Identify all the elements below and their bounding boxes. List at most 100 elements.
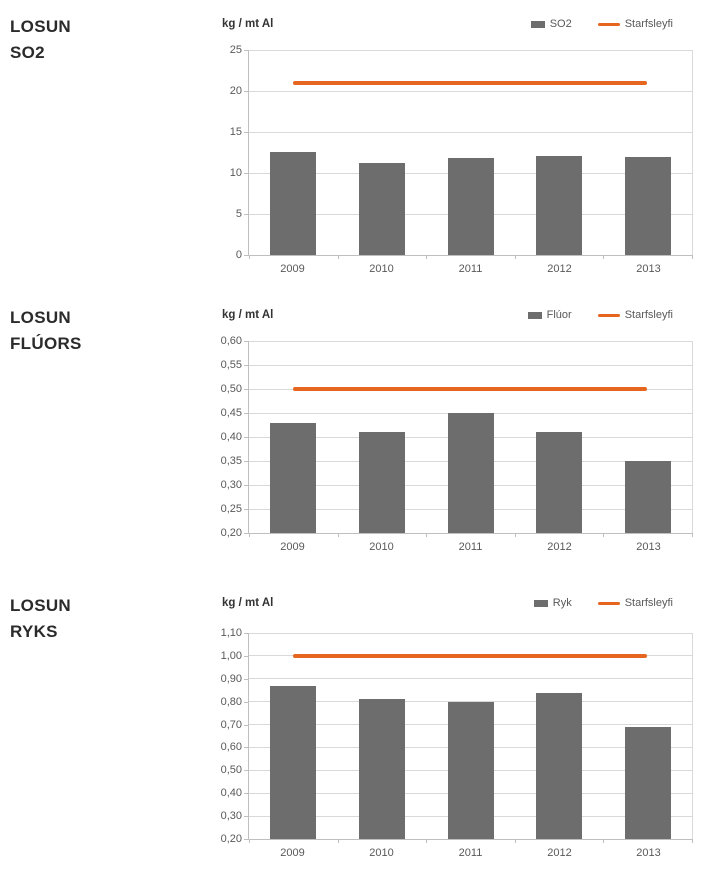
legend-item-limit-line: Starfsleyfi — [597, 309, 673, 321]
chart-header: kg / mt Al Flúor Starfsleyfi — [202, 305, 693, 325]
legend-item-limit-line: Starfsleyfi — [597, 18, 673, 30]
y-axis-tick — [244, 132, 249, 133]
bar-2012 — [536, 432, 582, 533]
chart-losun-ryks: LOSUN RYKS kg / mt Al Ryk Starfsleyfi 0,… — [10, 593, 713, 859]
bar-swatch-icon — [527, 311, 542, 319]
limit-line — [293, 654, 647, 658]
gridline — [249, 701, 692, 703]
y-tick-label: 0,90 — [220, 672, 242, 685]
legend-label: Starfsleyfi — [624, 309, 673, 321]
x-tick-label: 2010 — [369, 541, 394, 553]
x-tick-label: 2012 — [547, 541, 572, 553]
x-axis-tick — [249, 255, 250, 259]
bar-2011 — [448, 158, 494, 255]
gridline — [249, 340, 692, 342]
y-axis-tick — [244, 413, 249, 414]
y-tick-label: 0,55 — [220, 359, 242, 371]
y-axis-tick — [244, 50, 249, 51]
x-tick-label: 2011 — [458, 847, 483, 859]
x-axis: 2009 2010 2011 2012 2013 — [248, 256, 693, 275]
x-tick-label: 2012 — [547, 263, 572, 275]
y-axis-tick — [244, 793, 249, 795]
y-axis-tick — [244, 365, 249, 366]
x-axis-tick — [338, 839, 339, 843]
y-axis-tick — [244, 255, 249, 256]
x-tick-label: 2009 — [280, 263, 305, 275]
bar-2010 — [359, 432, 405, 533]
y-tick-label: 0,25 — [220, 503, 242, 515]
legend-label: SO2 — [549, 18, 572, 30]
x-axis-tick — [515, 533, 516, 537]
x-axis-tick — [338, 533, 339, 537]
legend-label: Starfsleyfi — [624, 597, 673, 609]
y-tick-label: 0,20 — [220, 527, 242, 539]
bar-2011 — [448, 413, 494, 533]
x-axis-tick — [426, 533, 427, 537]
line-swatch-icon — [597, 601, 620, 605]
x-tick-label: 2010 — [369, 263, 394, 275]
x-axis-tick — [603, 255, 604, 259]
bar-2011 — [448, 702, 494, 839]
y-tick-label: 0,80 — [220, 695, 242, 708]
x-axis-tick — [338, 255, 339, 259]
y-tick-label: 0,40 — [220, 431, 242, 443]
limit-line — [293, 81, 647, 85]
x-axis: 2009 2010 2011 2012 2013 — [248, 840, 693, 859]
x-tick-label: 2011 — [458, 541, 483, 553]
plot-area — [244, 49, 693, 259]
x-axis: 2009 2010 2011 2012 2013 — [248, 534, 693, 553]
bar-2012 — [536, 156, 582, 255]
plot-row: 0,20 0,30 0,40 0,50 0,60 0,70 0,80 0,90 1,00 1,10 — [202, 627, 693, 845]
line-swatch-icon — [597, 22, 620, 26]
plot-area — [244, 340, 693, 537]
y-tick-label: 0,70 — [220, 718, 242, 731]
x-axis-tick — [249, 533, 250, 537]
x-axis-tick — [692, 839, 693, 843]
y-tick-label: 10 — [229, 167, 242, 179]
chart-title: LOSUN RYKS — [10, 596, 71, 641]
y-axis-tick — [244, 389, 249, 390]
y-axis-tick — [244, 485, 249, 486]
chart-header: kg / mt Al Ryk Starfsleyfi — [202, 593, 693, 613]
x-tick-label: 2010 — [369, 847, 394, 859]
chart-main: kg / mt Al SO2 Starfsleyfi 0 5 10 15 20 25 20… — [202, 14, 693, 275]
bar-2012 — [536, 693, 582, 839]
limit-line — [293, 387, 647, 391]
y-tick-label: 0,20 — [220, 833, 242, 845]
x-tick-label: 2011 — [458, 263, 483, 275]
x-axis-tick — [603, 839, 604, 843]
y-tick-label: 0,30 — [220, 479, 242, 491]
legend: SO2 Starfsleyfi — [530, 18, 673, 30]
plot-area — [244, 632, 693, 843]
y-axis-tick — [244, 747, 249, 749]
gridline — [249, 90, 692, 92]
legend-label: Starfsleyfi — [624, 18, 673, 30]
y-tick-label: 20 — [229, 85, 242, 97]
bar-2013 — [625, 157, 671, 255]
plot-row: 0 5 10 15 20 25 — [202, 44, 693, 261]
y-axis-tick — [244, 341, 249, 342]
y-axis-tick — [244, 461, 249, 462]
y-tick-label: 0,30 — [220, 810, 242, 823]
bar-2009 — [270, 152, 316, 255]
gridline — [249, 678, 692, 680]
y-axis-tick — [244, 533, 249, 534]
x-axis-tick — [515, 839, 516, 843]
y-tick-label: 0,40 — [220, 787, 242, 800]
y-tick-label: 0,50 — [220, 383, 242, 395]
x-tick-label: 2013 — [636, 847, 661, 859]
legend: Flúor Starfsleyfi — [527, 309, 673, 321]
y-axis-tick — [244, 701, 249, 703]
y-axis-tick — [244, 839, 249, 840]
y-tick-label: 0,60 — [220, 741, 242, 754]
y-tick-label: 0 — [235, 249, 242, 261]
line-swatch-icon — [597, 313, 620, 317]
legend-item-bar-series: Flúor — [527, 309, 572, 321]
y-axis-tick — [244, 509, 249, 510]
y-tick-label: 1,00 — [220, 649, 242, 662]
y-axis: 0,20 0,25 0,30 0,35 0,40 0,45 0,50 0,55 0,60 — [202, 335, 248, 539]
y-axis-unit-label: kg / mt Al — [222, 309, 274, 321]
gridline — [249, 131, 692, 133]
plot-row: 0,20 0,25 0,30 0,35 0,40 0,45 0,50 0,55 0,60 — [202, 335, 693, 539]
x-tick-label: 2013 — [636, 541, 661, 553]
